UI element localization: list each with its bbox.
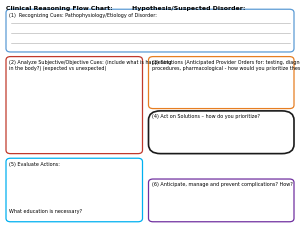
- Text: (2) Analyze Subjective/Objective Cues: (include what is happening
in the body?) : (2) Analyze Subjective/Objective Cues: (…: [9, 60, 172, 71]
- FancyBboxPatch shape: [6, 57, 142, 154]
- FancyBboxPatch shape: [148, 179, 294, 222]
- Text: Clinical Reasoning Flow Chart:: Clinical Reasoning Flow Chart:: [6, 6, 113, 11]
- FancyBboxPatch shape: [6, 158, 142, 222]
- FancyBboxPatch shape: [148, 57, 294, 109]
- Text: (5) Evaluate Actions:: (5) Evaluate Actions:: [9, 162, 60, 167]
- Text: (3) Solutions (Anticipated Provider Orders for: testing, diagnostics,
procedures: (3) Solutions (Anticipated Provider Orde…: [152, 60, 300, 71]
- FancyBboxPatch shape: [148, 111, 294, 154]
- Text: (6) Anticipate, manage and prevent complications? How?: (6) Anticipate, manage and prevent compl…: [152, 182, 292, 188]
- Text: (1)  Recognizing Cues: Pathophysiology/Etiology of Disorder:: (1) Recognizing Cues: Pathophysiology/Et…: [9, 13, 157, 18]
- FancyBboxPatch shape: [6, 9, 294, 52]
- Text: What education is necessary?: What education is necessary?: [9, 209, 82, 214]
- Text: (4) Act on Solutions – how do you prioritize?: (4) Act on Solutions – how do you priori…: [152, 114, 260, 119]
- Text: Hypothesis/Suspected Disorder:: Hypothesis/Suspected Disorder:: [132, 6, 245, 11]
